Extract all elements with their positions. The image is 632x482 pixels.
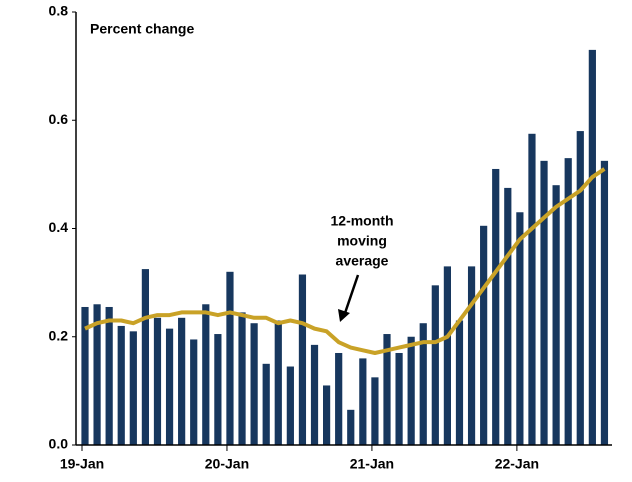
bar — [202, 304, 210, 445]
bar — [600, 160, 609, 445]
bar — [226, 271, 234, 445]
annotation-line: average — [336, 253, 389, 269]
bar — [323, 385, 331, 445]
x-tick-label: 19-Jan — [60, 456, 104, 472]
y-tick-label: 0.4 — [49, 219, 69, 235]
bar — [371, 377, 379, 445]
bar — [335, 352, 343, 445]
bar — [359, 358, 367, 445]
bar — [419, 323, 427, 445]
y-tick-label: 0.2 — [49, 327, 69, 343]
bar — [190, 339, 198, 445]
bar — [93, 304, 101, 445]
bar — [492, 168, 500, 445]
annotation: 12-month moving average — [331, 213, 394, 322]
annotation-line: 12-month — [331, 213, 394, 229]
bar — [443, 266, 451, 445]
moving-average-line — [84, 167, 606, 355]
bar — [395, 352, 403, 445]
bar — [141, 269, 149, 445]
y-tick-label: 0.8 — [49, 3, 69, 19]
bar — [455, 320, 464, 445]
x-tick-label: 22-Jan — [495, 456, 539, 472]
x-tick-label: 21-Jan — [350, 456, 394, 472]
bar — [105, 306, 113, 445]
y-tick-label: 0.6 — [49, 111, 69, 127]
bar — [214, 334, 222, 445]
bar — [262, 363, 270, 445]
bar — [81, 306, 89, 445]
bar — [250, 323, 258, 445]
bar — [431, 285, 439, 445]
y-tick-label: 0.0 — [49, 436, 69, 452]
bar — [286, 366, 294, 445]
bar — [310, 344, 319, 445]
bar — [552, 185, 560, 445]
bar — [516, 212, 524, 445]
bar — [504, 187, 512, 445]
bar — [407, 336, 415, 445]
annotation-arrow — [342, 274, 360, 317]
bar — [347, 409, 355, 445]
bar — [467, 266, 476, 445]
bar — [274, 320, 282, 445]
bar — [153, 317, 162, 445]
x-tick-label: 20-Jan — [205, 456, 249, 472]
annotation-line: moving — [337, 233, 387, 249]
bar — [588, 49, 596, 445]
y-axis-title: Percent change — [90, 21, 194, 37]
bar — [383, 334, 391, 445]
bar — [117, 325, 125, 445]
bar — [576, 131, 584, 445]
bar — [540, 160, 548, 445]
bar — [165, 328, 174, 445]
bar — [238, 312, 246, 445]
annotation-arrowhead — [338, 309, 350, 322]
bar — [528, 133, 536, 445]
bar — [298, 274, 307, 445]
bar — [480, 225, 488, 445]
bar — [129, 331, 137, 445]
bar — [564, 158, 572, 445]
bar — [178, 317, 186, 445]
